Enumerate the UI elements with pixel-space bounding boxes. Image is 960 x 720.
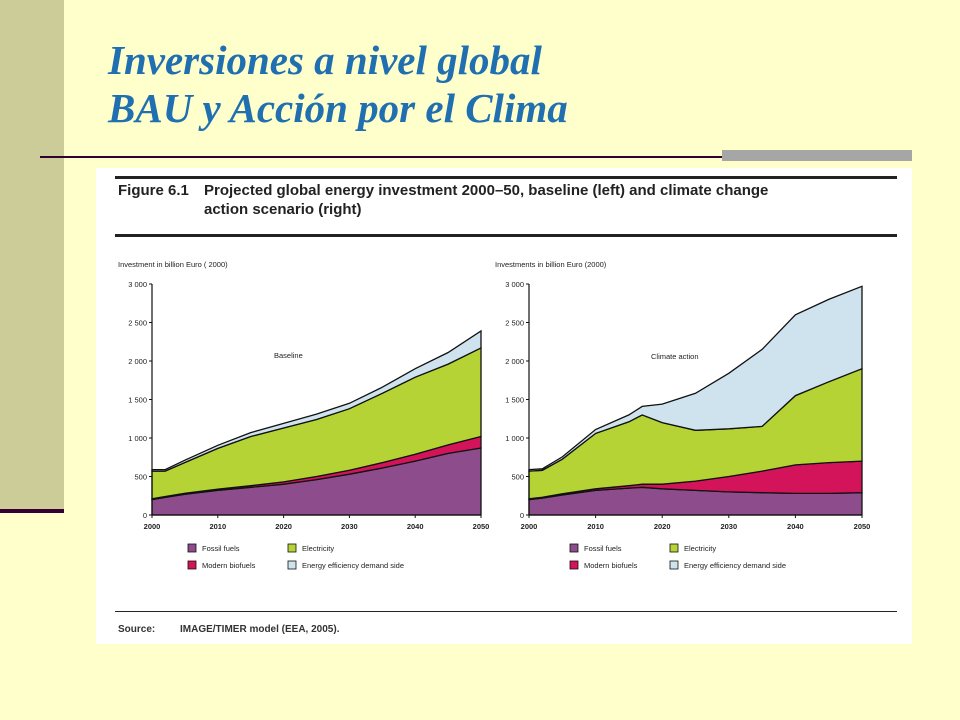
figure-top-rule (115, 176, 897, 179)
chart2-x-tick-label: 2030 (720, 522, 737, 531)
side-accent-line (0, 509, 64, 513)
chart1-y-tick-label: 0 (143, 511, 147, 520)
chart2-legend-label: Electricity (684, 544, 716, 553)
title-divider-accent (722, 150, 912, 161)
chart2-series-energy-efficiency-demand-side (528, 285, 863, 472)
chart1-scenario-label: Baseline (274, 351, 303, 360)
chart1-legend-label: Modern biofuels (202, 561, 256, 570)
chart1-legend-label: Energy efficiency demand side (302, 561, 404, 570)
slide-title-line-1: Inversiones a nivel global (108, 37, 542, 83)
chart1-legend-label: Fossil fuels (202, 544, 240, 553)
chart2-y-tick-label: 1 000 (505, 434, 524, 443)
chart1-x-tick-label: 2010 (209, 522, 226, 531)
chart1-x-tick-label: 2040 (407, 522, 424, 531)
chart2-x-tick-label: 2040 (787, 522, 804, 531)
chart2-legend-swatch (569, 560, 579, 570)
title-divider (40, 156, 912, 158)
chart2-legend-swatch (569, 543, 579, 553)
figure-source: Source: IMAGE/TIMER model (EEA, 2005). (118, 624, 339, 635)
chart1-legend-label: Electricity (302, 544, 334, 553)
chart1-y-tick-label: 1 500 (128, 396, 147, 405)
chart2-legend-swatch (669, 560, 679, 570)
chart2-y-tick-label: 2 500 (505, 319, 524, 328)
chart2-y-tick-label: 3 000 (505, 280, 524, 289)
source-text: IMAGE/TIMER model (EEA, 2005). (180, 624, 340, 635)
chart1-y-tick-label: 2 000 (128, 357, 147, 366)
chart1-legend-swatch (187, 543, 197, 553)
figure-bottom-rule (115, 611, 897, 612)
chart2-legend-label: Energy efficiency demand side (684, 561, 786, 570)
figure-title-rule (115, 234, 897, 237)
chart2-legend-label: Fossil fuels (584, 544, 622, 553)
slide-title: Inversiones a nivel global BAU y Acción … (108, 36, 568, 132)
charts-area: Investment in billion Euro ( 2000) 0 500 1 … (118, 260, 871, 570)
chart1-x-tick-label: 2030 (341, 522, 358, 531)
chart2-x-tick-label: 2010 (587, 522, 604, 531)
chart2-y-tick-label: 0 (520, 511, 524, 520)
figure-title: Figure 6.1 Projected global energy invest… (118, 181, 818, 219)
figure-title-line-1: Projected global energy investment 2000–… (204, 182, 769, 199)
chart1-y-tick-label: 500 (134, 473, 147, 482)
chart1-legend-swatch (287, 560, 297, 570)
chart2-x-tick-label: 2050 (854, 522, 871, 531)
chart1-legend-swatch (287, 543, 297, 553)
chart2-y-tick-label: 500 (511, 473, 524, 482)
chart2-legend-label: Modern biofuels (584, 561, 638, 570)
chart1-y-axis-label: Investment in billion Euro ( 2000) (118, 260, 228, 269)
chart2-y-axis-label: Investments in billion Euro (2000) (495, 260, 607, 269)
chart2-y-tick-label: 1 500 (505, 396, 524, 405)
chart2-x-tick-label: 2020 (654, 522, 671, 531)
chart1-y-tick-label: 3 000 (128, 280, 147, 289)
figure-image: Figure 6.1 Projected global energy invest… (96, 168, 912, 644)
slide-title-line-2: BAU y Acción por el Clima (108, 85, 568, 131)
chart2-x-tick-label: 2000 (521, 522, 538, 531)
source-label: Source: (118, 624, 156, 635)
chart1-x-tick-label: 2000 (144, 522, 161, 531)
side-accent-bar (0, 0, 64, 512)
chart2-y-tick-label: 2 000 (505, 357, 524, 366)
chart1-x-tick-label: 2020 (275, 522, 292, 531)
chart2-legend-swatch (669, 543, 679, 553)
figure-title-line-2: action scenario (right) (204, 201, 362, 218)
chart1-series-energy-efficiency-demand-side (151, 329, 482, 472)
chart2-scenario-label: Climate action (651, 352, 699, 361)
chart1-y-tick-label: 1 000 (128, 434, 147, 443)
chart1-legend-swatch (187, 560, 197, 570)
chart1-y-tick-label: 2 500 (128, 319, 147, 328)
figure-number: Figure 6.1 (118, 182, 189, 199)
chart1-x-tick-label: 2050 (473, 522, 490, 531)
